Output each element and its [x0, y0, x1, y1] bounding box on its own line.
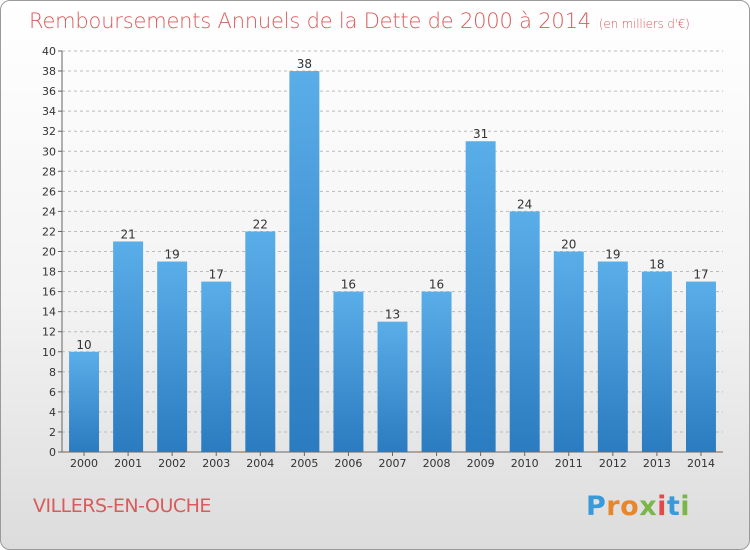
bar-value-label: 17	[209, 268, 224, 282]
bar	[597, 261, 628, 452]
bar	[69, 351, 100, 452]
bar	[289, 71, 320, 453]
x-tick-label: 2002	[158, 457, 186, 470]
x-tick-label: 2004	[246, 457, 274, 470]
bar	[553, 251, 584, 452]
y-tick-label: 18	[42, 266, 56, 279]
y-tick-label: 10	[42, 346, 56, 359]
chart-subtitle: (en milliers d'€)	[598, 17, 690, 31]
bar	[685, 281, 716, 452]
x-tick-label: 2000	[70, 457, 98, 470]
logo-letter: o	[620, 491, 640, 522]
y-tick-label: 8	[49, 366, 56, 379]
bar	[641, 271, 672, 452]
y-tick-label: 40	[42, 45, 56, 58]
x-tick-label: 2013	[643, 457, 671, 470]
bar	[201, 281, 232, 452]
logo-letter: r	[606, 491, 621, 522]
y-tick-label: 24	[42, 205, 56, 218]
bar-value-label: 22	[253, 217, 268, 231]
proxiti-logo: Proxiti	[586, 491, 690, 522]
y-tick-label: 32	[42, 125, 56, 138]
bar-value-label: 16	[429, 278, 444, 292]
bar-value-label: 21	[120, 227, 135, 241]
bar	[509, 211, 540, 452]
bar	[465, 141, 496, 452]
logo-letter: x	[639, 491, 658, 522]
x-tick-label: 2011	[555, 457, 583, 470]
x-tick-label: 2006	[334, 457, 362, 470]
y-tick-label: 6	[49, 386, 56, 399]
bar-value-label: 19	[605, 248, 620, 262]
bar-value-label: 16	[341, 278, 356, 292]
y-tick-label: 2	[49, 426, 56, 439]
bar-value-label: 17	[693, 268, 708, 282]
y-tick-label: 14	[42, 306, 56, 319]
x-tick-label: 2008	[423, 457, 451, 470]
y-tick-label: 28	[42, 165, 56, 178]
bar	[113, 241, 144, 452]
bar	[245, 231, 276, 452]
bar-value-label: 20	[561, 238, 576, 252]
y-tick-label: 34	[42, 105, 56, 118]
bar-value-label: 24	[517, 197, 532, 211]
y-tick-label: 20	[42, 246, 56, 259]
commune-name: VILLERS-EN-OUCHE	[33, 495, 211, 517]
x-tick-label: 2007	[379, 457, 407, 470]
bar-value-label: 31	[473, 127, 488, 141]
bar	[421, 291, 452, 452]
bar-value-label: 18	[649, 258, 664, 272]
bar-value-label: 10	[76, 338, 91, 352]
y-tick-label: 26	[42, 185, 56, 198]
chart-title-text: Remboursements Annuels de la Dette de 20…	[29, 9, 591, 33]
logo-letter: t	[666, 491, 681, 522]
bar-value-label: 38	[297, 57, 312, 71]
bar-value-label: 13	[385, 308, 400, 322]
y-tick-label: 22	[42, 225, 56, 238]
y-tick-label: 12	[42, 326, 56, 339]
y-tick-label: 36	[42, 85, 56, 98]
logo-letter: i	[680, 491, 691, 522]
x-tick-label: 2010	[511, 457, 539, 470]
y-tick-label: 38	[42, 65, 56, 78]
x-tick-label: 2001	[114, 457, 142, 470]
x-tick-label: 2005	[290, 457, 318, 470]
y-tick-label: 30	[42, 145, 56, 158]
bar	[333, 291, 364, 452]
y-tick-label: 0	[49, 446, 56, 459]
x-tick-label: 2003	[202, 457, 230, 470]
x-tick-label: 2012	[599, 457, 627, 470]
chart-title: Remboursements Annuels de la Dette de 20…	[29, 9, 690, 33]
y-tick-label: 16	[42, 286, 56, 299]
bar	[157, 261, 188, 452]
logo-letter: P	[586, 491, 607, 522]
bar	[377, 321, 408, 452]
logo-letter: i	[657, 491, 667, 522]
bar-value-label: 19	[165, 248, 180, 262]
x-tick-label: 2014	[687, 457, 715, 470]
y-tick-label: 4	[49, 406, 56, 419]
x-tick-label: 2009	[467, 457, 495, 470]
